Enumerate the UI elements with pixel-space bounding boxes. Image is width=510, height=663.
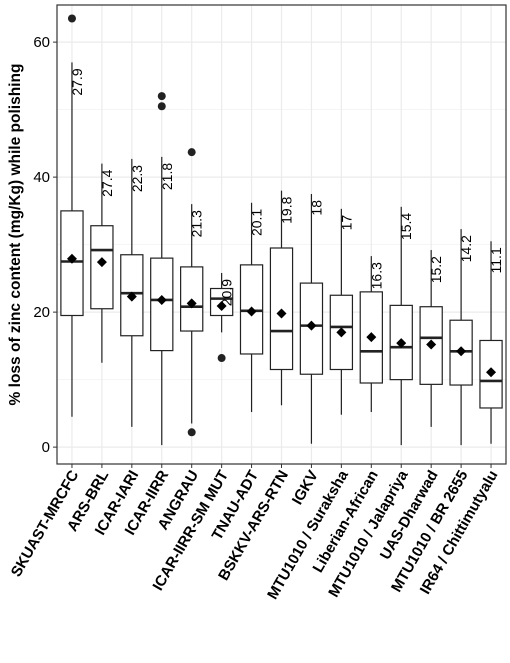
mean-value-label: 21.3 [189,210,205,237]
mean-marker [366,332,377,343]
y-tick-label: 60 [33,34,50,51]
box-layer [60,14,503,446]
mean-value-label: 18 [308,200,324,216]
mean-marker [276,308,287,319]
mean-value-label: 21.8 [159,163,175,190]
outlier-point [187,428,196,437]
mean-marker [486,367,497,378]
mean-marker [66,253,77,264]
box-group [329,208,354,415]
box-group [449,229,473,446]
mean-label-layer: 27.9 27.4 22.3 21.8 21.3 20.9 20.1 19.8 18 17 16.3… [69,68,504,306]
y-tick-label: 40 [33,169,50,186]
y-tick-label: 20 [33,304,50,321]
y-tick-label: 0 [42,439,50,456]
outlier-point [187,148,196,157]
mean-value-label: 17 [338,215,354,231]
mean-marker [126,291,137,302]
y-axis-title: % loss of zinc content (mg/Kg) while pol… [7,64,24,406]
panel-border [56,4,507,465]
mean-value-label: 16.3 [368,262,384,289]
mean-value-label: 14.2 [458,235,474,262]
box-group [359,256,383,413]
mean-value-label: 22.3 [129,165,145,192]
mean-marker [186,298,197,309]
mean-marker [96,257,107,268]
box-group [180,148,204,437]
mean-value-label: 20.9 [219,279,235,306]
outlier-point [157,102,166,111]
box-group [299,194,324,444]
box-group [150,92,174,446]
mean-value-label: 20.1 [249,209,265,236]
box-group [120,158,144,427]
box-group [209,272,234,363]
mean-marker [426,339,437,350]
mean-marker [336,327,347,338]
mean-marker [216,301,227,312]
box-group [419,250,443,427]
box-group [239,202,264,413]
mean-marker [246,306,257,317]
box-group [269,190,294,406]
mean-marker [306,320,317,331]
mean-value-label: 11.1 [488,247,504,273]
mean-marker [396,338,407,349]
mean-marker [156,294,167,305]
mean-value-label: 15.2 [428,256,444,283]
mean-value-label: 15.4 [398,213,414,240]
outlier-point [217,354,226,363]
mean-value-label: 27.4 [99,169,115,196]
box-group [479,241,503,444]
outlier-point [67,14,76,23]
outlier-point [157,92,166,101]
mean-value-label: 19.8 [279,196,295,223]
box-group [60,14,84,417]
box-iqr [90,225,114,310]
mean-value-label: 27.9 [69,68,85,95]
box-group [389,206,413,446]
mean-marker [456,346,467,357]
box-group [90,163,114,363]
